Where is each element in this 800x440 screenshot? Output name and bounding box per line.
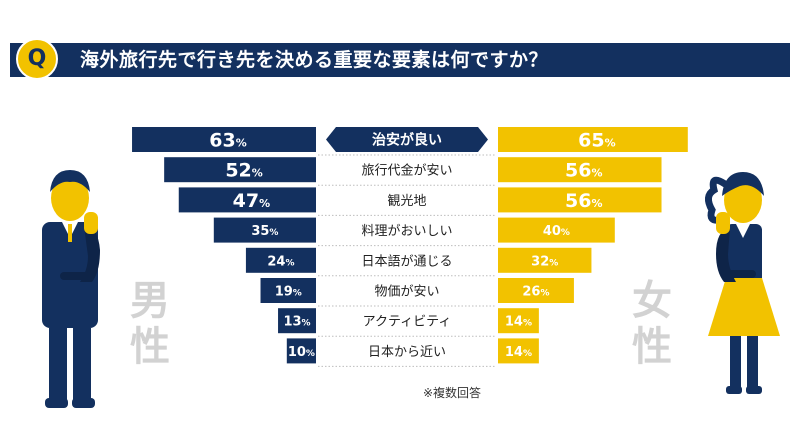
female-value-label: 14% [505,315,532,330]
male-value-label: 24% [267,254,294,269]
male-value-label: 35% [251,224,278,239]
female-value-label: 14% [505,345,532,360]
male-bar [164,157,316,183]
category-label: 観光地 [387,194,426,209]
category-label: 治安が良い [372,132,442,149]
female-value-label: 26% [522,285,549,300]
category-highlight-arrow [326,127,488,152]
footnote: ※複数回答 [423,386,482,400]
category-label: アクティビティ [363,315,452,330]
female-bar [498,278,574,303]
female-bar [498,187,662,213]
male-bar [245,247,316,273]
male-bar [260,278,316,303]
male-bar [278,308,316,334]
female-value-label: 32% [531,254,558,269]
female-value-label: 40% [543,224,570,239]
category-label: 日本語が通じる [361,253,452,269]
female-bar [498,338,539,364]
category-label: 日本から近い [368,345,446,360]
male-bar [178,187,316,213]
female-bar [498,308,539,334]
male-value-label: 10% [288,345,315,360]
question-banner [10,43,790,77]
female-label: 女性 [632,278,672,370]
female-value-label: 65% [578,130,615,152]
female-value-label: 56% [565,190,602,212]
male-value-label: 52% [225,160,262,182]
question-badge: Q [16,38,58,80]
female-bar [498,247,592,273]
male-bar [286,338,316,364]
female-bar [498,127,688,152]
male-bar [213,217,316,243]
question-text: 海外旅行先で行き先を決める重要な要素は何ですか？ [80,49,549,71]
male-bar [132,127,316,152]
female-bar [498,157,662,183]
category-label: 料理がおいしい [361,224,452,239]
male-value-label: 47% [233,190,270,212]
category-label: 旅行代金が安い [361,163,452,179]
male-value-label: 19% [275,285,302,300]
category-label: 物価が安い [374,285,439,300]
male-value-label: 63% [209,130,246,152]
female-bar [498,217,615,243]
male-label: 男性 [130,278,170,370]
male-value-label: 13% [283,315,310,330]
female-value-label: 56% [565,160,602,182]
